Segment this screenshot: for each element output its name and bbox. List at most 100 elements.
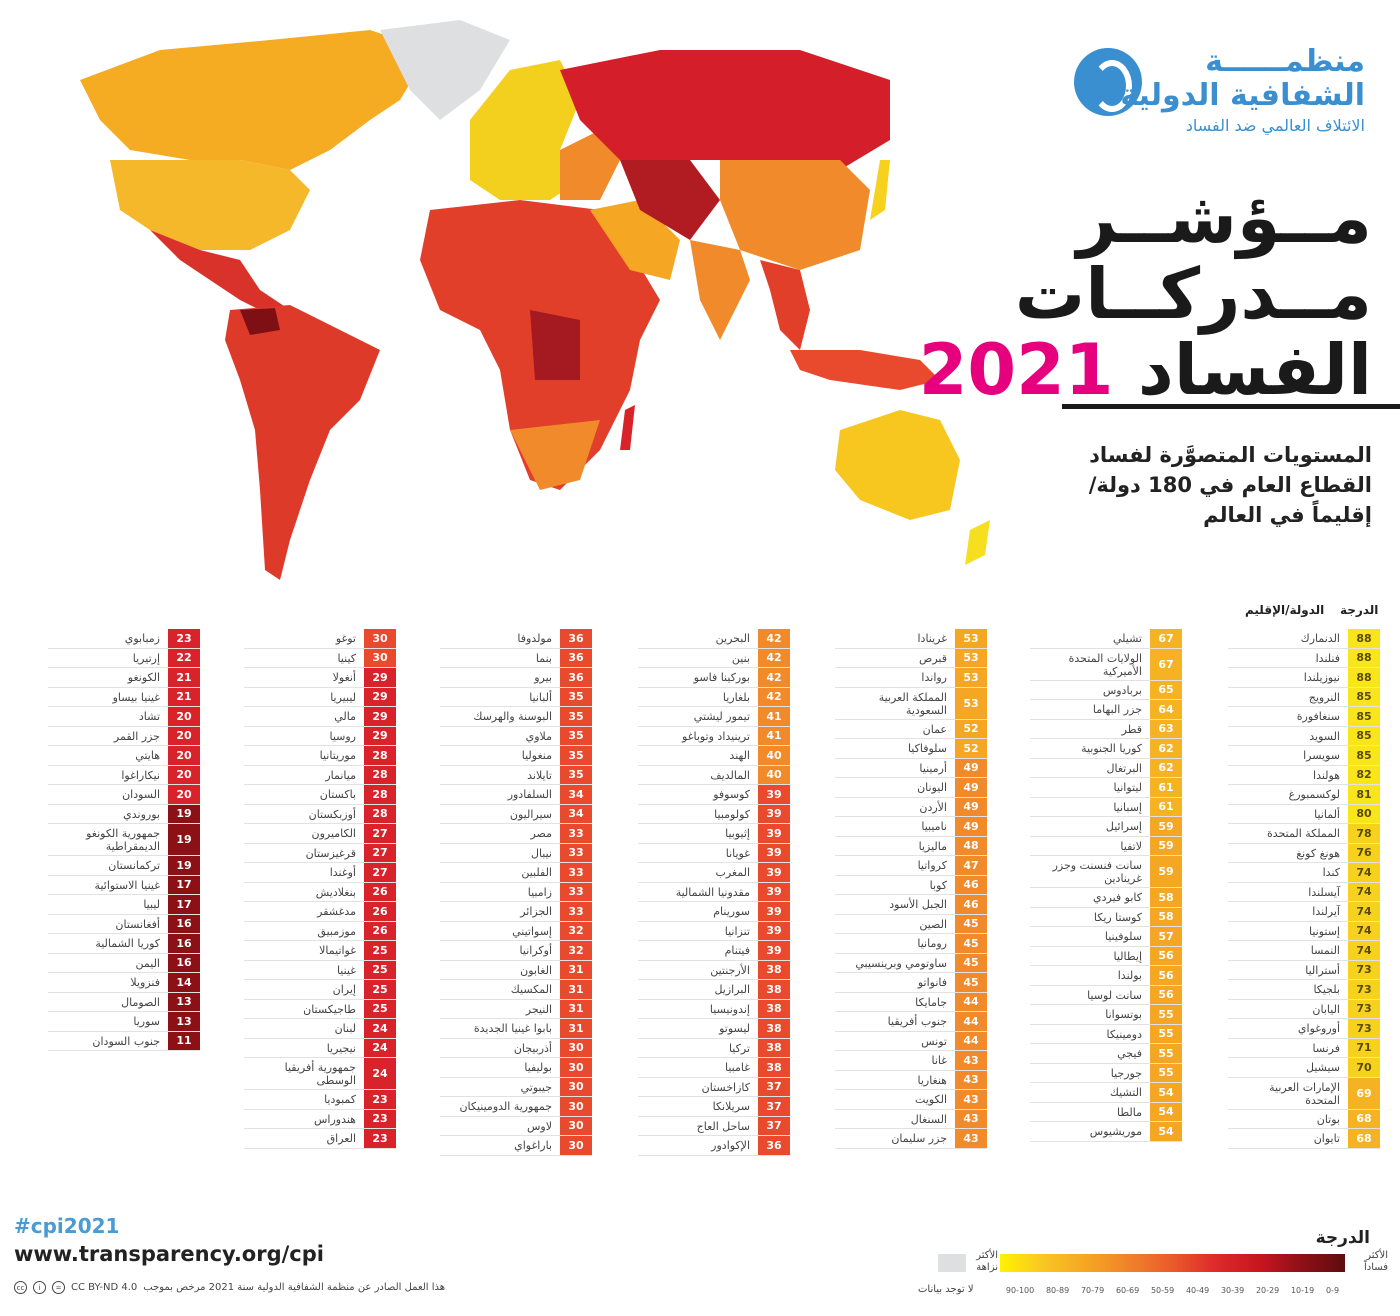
country-name: ناميبيا [921, 820, 947, 833]
table-row: 33 الفلبين [440, 863, 592, 883]
score-badge: 39 [758, 921, 790, 940]
score-badge: 49 [955, 817, 987, 836]
table-row: 74 النمسا [1228, 941, 1380, 961]
score-badge: 42 [758, 668, 790, 687]
map-europe [470, 60, 580, 200]
table-row: 30 جمهورية الدومينيكان [440, 1097, 592, 1117]
website-link[interactable]: www.transparency.org/cpi [14, 1242, 324, 1266]
country-name: كوريا الشمالية [95, 937, 160, 950]
score-badge: 49 [955, 758, 987, 777]
table-row: 43 الكويت [835, 1090, 987, 1110]
page-title: مــؤشــر مــدركــات الفساد 2021 [919, 180, 1372, 408]
country-name: جمهورية أفريقيا الوسطى [284, 1061, 356, 1087]
country-name: موريتانيا [319, 749, 356, 762]
table-column: 88 الدنمارك 88 فنلندا 88 نيوزيلندا 85 النرويج 85… [1228, 629, 1380, 1149]
table-row: 54 التشيك [1030, 1083, 1182, 1103]
score-badge: 48 [955, 836, 987, 855]
table-row: 74 آيسلندا [1228, 882, 1380, 902]
table-row: 85 النرويج [1228, 687, 1380, 707]
legend-tick-label: 50-59 [1150, 1286, 1175, 1295]
table-row: 19 بوروندي [48, 804, 200, 824]
score-badge: 59 [1150, 856, 1182, 887]
score-badge: 78 [1348, 824, 1380, 843]
score-badge: 31 [560, 980, 592, 999]
country-name: مدغشقر [317, 905, 356, 918]
table-row: 41 ترينيداد وتوباغو [638, 726, 790, 746]
country-name: آيسلندا [1308, 885, 1340, 899]
score-badge: 26 [364, 921, 396, 940]
table-row: 48 ماليزيا [835, 836, 987, 856]
score-badge: 58 [1150, 888, 1182, 907]
country-name: توغو [335, 632, 356, 645]
table-row: 28 باكستان [244, 785, 396, 805]
table-row: 53 قبرص [835, 648, 987, 668]
score-badge: 37 [758, 1077, 790, 1096]
country-name: الهند [729, 749, 750, 762]
score-badge: 38 [758, 1038, 790, 1057]
score-badge: 16 [168, 914, 200, 933]
license-line: cc i = CC BY-ND 4.0 هذا العمل الصادر عن … [14, 1281, 445, 1294]
score-badge: 43 [955, 1090, 987, 1109]
score-badge: 76 [1348, 843, 1380, 862]
table-row: 33 الجزائر [440, 902, 592, 922]
table-row: 16 أفغانستان [48, 914, 200, 934]
table-row: 24 لبنان [244, 1019, 396, 1039]
score-badge: 36 [560, 648, 592, 667]
country-name: سوريا [133, 1015, 160, 1028]
table-row: 58 كوستا ريكا [1030, 907, 1182, 927]
country-name: ترينيداد وتوباغو [682, 729, 750, 743]
score-badge: 39 [758, 804, 790, 823]
table-row: 29 روسيا [244, 726, 396, 746]
table-row: 74 كندا [1228, 863, 1380, 883]
table-row: 53 رواندا [835, 668, 987, 688]
by-icon: i [33, 1281, 46, 1294]
logo-tagline: الائتلاف العالمي ضد الفساد [1185, 116, 1365, 135]
country-name: إسواتيني [512, 924, 552, 938]
country-name: اليونان [917, 781, 947, 794]
table-row: 33 زامبيا [440, 882, 592, 902]
table-row: 54 مالطا [1030, 1102, 1182, 1122]
score-badge: 47 [955, 856, 987, 875]
table-row: 31 النيجر [440, 999, 592, 1019]
legend-tick-label: 60-69 [1115, 1286, 1140, 1295]
country-name: إندونيسيا [709, 1002, 750, 1016]
country-name: بربادوس [1102, 683, 1142, 697]
score-badge: 42 [758, 687, 790, 706]
table-row: 23 زمبابوي [48, 629, 200, 649]
score-badge: 23 [168, 629, 200, 648]
table-row: 45 رومانيا [835, 934, 987, 954]
table-row: 37 سريلانكا [638, 1097, 790, 1117]
table-row: 52 عمان [835, 719, 987, 739]
country-name: فيتنام [724, 944, 750, 957]
table-row: 76 هونغ كونغ [1228, 843, 1380, 863]
score-badge: 19 [168, 804, 200, 823]
country-name: أوروغواي [1297, 1022, 1340, 1035]
country-name: سانت فنسنت وجزر غرينادين [1052, 859, 1142, 885]
table-row: 62 البرتغال [1030, 758, 1182, 778]
score-badge: 29 [364, 668, 396, 687]
country-name: غامبيا [725, 1061, 750, 1074]
table-row: 56 بولندا [1030, 966, 1182, 986]
map-new-zealand [965, 520, 990, 565]
country-name: غينيا [336, 963, 356, 977]
table-row: 38 تركيا [638, 1038, 790, 1058]
score-badge: 73 [1348, 980, 1380, 999]
score-badge: 82 [1348, 765, 1380, 784]
table-row: 59 سانت فنسنت وجزر غرينادين [1030, 856, 1182, 888]
country-name: الغابون [520, 963, 552, 977]
table-row: 88 فنلندا [1228, 648, 1380, 668]
country-name: بلغاريا [722, 690, 750, 704]
score-badge: 53 [955, 668, 987, 687]
table-row: 27 أوغندا [244, 863, 396, 883]
country-name: ليبيا [143, 898, 160, 911]
country-name: كوريا الجنوبية [1081, 742, 1142, 755]
country-name: آيرلندا [1312, 905, 1340, 918]
table-row: 47 كرواتيا [835, 856, 987, 876]
score-badge: 35 [560, 707, 592, 726]
country-name: إرتيريا [132, 651, 160, 665]
table-row: 67 تشيلي [1030, 629, 1182, 649]
score-badge: 17 [168, 895, 200, 914]
table-row: 13 سوريا [48, 1012, 200, 1032]
score-badge: 35 [560, 687, 592, 706]
country-name: اليابان [1312, 1002, 1340, 1016]
